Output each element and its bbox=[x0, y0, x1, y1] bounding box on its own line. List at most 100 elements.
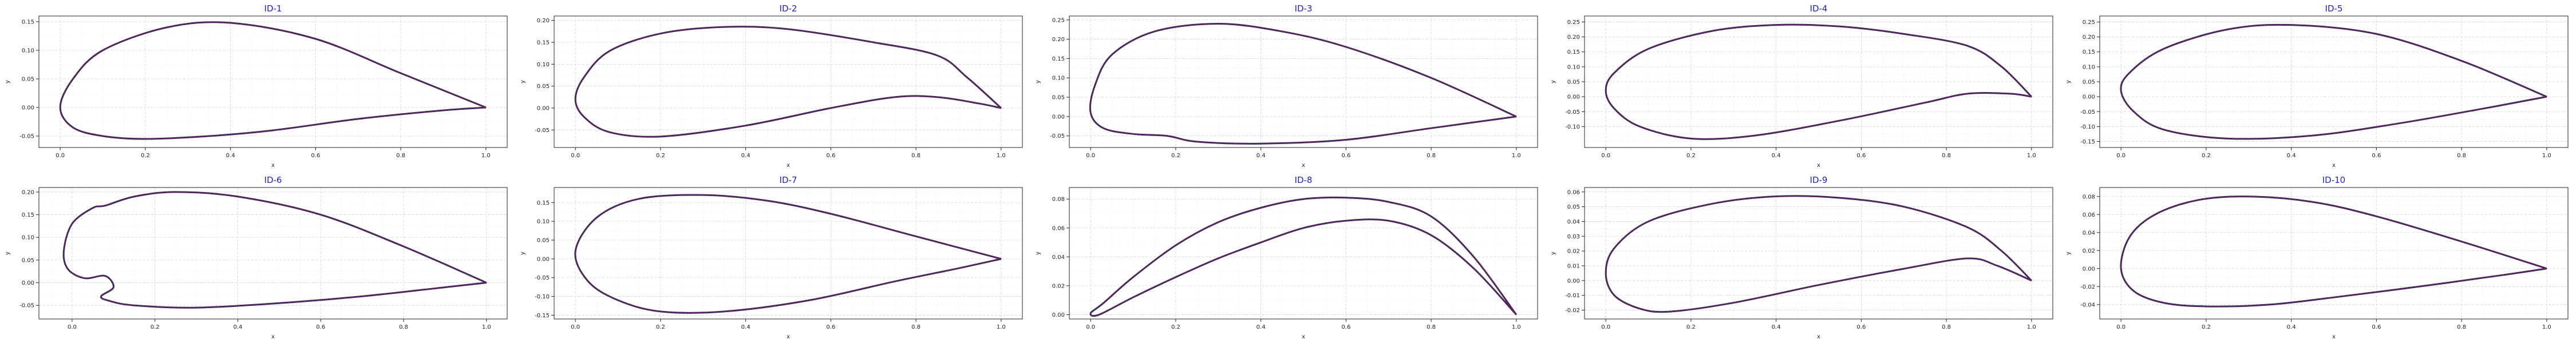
chart-title: ID-2 bbox=[780, 3, 797, 14]
x-tick-label: 0.4 bbox=[226, 153, 235, 159]
y-tick-label: 0.00 bbox=[2083, 94, 2095, 101]
y-tick-label: 0.10 bbox=[22, 235, 34, 241]
y-tick-label: -0.04 bbox=[2080, 302, 2095, 308]
chart-title: ID-5 bbox=[2325, 3, 2343, 14]
series-points bbox=[2120, 196, 2547, 307]
plot-frame bbox=[554, 15, 1023, 148]
x-tick-label: 0.8 bbox=[399, 324, 408, 330]
plot-frame bbox=[1584, 15, 2053, 148]
x-tick-label: 0.6 bbox=[1856, 324, 1866, 330]
chart-title: ID-10 bbox=[2322, 175, 2345, 185]
x-tick-label: 0.8 bbox=[1942, 153, 1951, 159]
y-tick-label: 0.25 bbox=[1052, 17, 1065, 23]
x-tick-label: 1.0 bbox=[2542, 324, 2551, 330]
y-tick-label: 0.05 bbox=[1567, 79, 1580, 86]
y-tick-label: 0.02 bbox=[1052, 283, 1065, 289]
x-tick-label: 0.4 bbox=[234, 324, 243, 330]
y-tick-label: 0.08 bbox=[2083, 194, 2095, 200]
x-tick-label: 0.0 bbox=[1086, 324, 1095, 330]
y-tick-label: -0.10 bbox=[535, 294, 550, 300]
x-tick-label: 0.4 bbox=[1257, 324, 1266, 330]
y-tick-label: 0.20 bbox=[537, 18, 550, 24]
x-tick-label: 0.2 bbox=[656, 153, 665, 159]
y-tick-label: -0.02 bbox=[1565, 308, 1580, 314]
plot-frame bbox=[1069, 15, 1538, 148]
y-tick-label: 0.25 bbox=[2083, 19, 2095, 26]
x-tick-label: 1.0 bbox=[997, 153, 1006, 159]
y-axis-label: y bbox=[1550, 252, 1556, 255]
y-tick-label: 0.10 bbox=[537, 62, 550, 68]
y-tick-label: 0.10 bbox=[2083, 64, 2095, 70]
chart-title: ID-1 bbox=[264, 3, 282, 14]
x-tick-label: 0.8 bbox=[2457, 153, 2466, 159]
y-tick-label: 0.00 bbox=[22, 280, 34, 286]
x-axis-label: x bbox=[1817, 334, 1820, 340]
x-axis-label: x bbox=[1302, 334, 1305, 340]
x-tick-label: 0.2 bbox=[1171, 153, 1180, 159]
x-tick-label: 0.8 bbox=[1427, 324, 1436, 330]
y-tick-label: 0.00 bbox=[537, 256, 550, 262]
x-tick-label: 1.0 bbox=[2027, 324, 2036, 330]
series-points bbox=[1605, 195, 2032, 313]
y-tick-label: 0.06 bbox=[1567, 189, 1580, 196]
y-tick-label: -0.15 bbox=[535, 313, 550, 319]
subplot-5: 0.0 0.2 0.4 0.6 0.8 1.0 -0.15 -0.10 -0.05 0.00 0.0… bbox=[2065, 3, 2569, 169]
chart-title: ID-3 bbox=[1295, 3, 1313, 14]
x-tick-label: 0.8 bbox=[911, 153, 920, 159]
chart-title: ID-4 bbox=[1810, 3, 1828, 14]
y-tick-label: -0.05 bbox=[1050, 133, 1065, 139]
y-tick-label: -0.05 bbox=[19, 134, 34, 140]
plot-frame bbox=[2099, 15, 2569, 148]
x-tick-label: 0.4 bbox=[741, 324, 750, 330]
x-tick-label: 0.4 bbox=[2287, 324, 2296, 330]
x-axis-label: x bbox=[1302, 162, 1305, 169]
y-tick-label: 0.00 bbox=[22, 105, 34, 111]
x-tick-label: 0.2 bbox=[141, 153, 150, 159]
plot-frame bbox=[1069, 187, 1538, 320]
x-tick-label: 1.0 bbox=[997, 324, 1006, 330]
x-tick-label: 0.0 bbox=[1601, 324, 1610, 330]
x-tick-label: 0.2 bbox=[656, 324, 665, 330]
y-tick-label: 0.04 bbox=[1052, 254, 1065, 261]
x-tick-label: 0.8 bbox=[396, 153, 405, 159]
y-tick-label: 0.02 bbox=[2083, 248, 2095, 254]
y-tick-label: 0.05 bbox=[537, 238, 550, 244]
x-tick-label: 0.6 bbox=[311, 153, 320, 159]
y-axis-label: y bbox=[520, 80, 526, 83]
x-axis-label: x bbox=[787, 334, 790, 340]
subplot-9: 0.0 0.2 0.4 0.6 0.8 1.0 -0.02 -0.01 0.00 0.01 0.02… bbox=[1550, 175, 2053, 340]
y-axis-label: y bbox=[520, 252, 526, 255]
x-axis-label: x bbox=[271, 334, 275, 340]
y-tick-label: 0.25 bbox=[1567, 19, 1580, 26]
y-tick-label: 0.06 bbox=[2083, 212, 2095, 218]
y-tick-label: -0.05 bbox=[19, 303, 34, 309]
y-tick-label: 0.10 bbox=[537, 219, 550, 225]
y-tick-label: 0.20 bbox=[1052, 37, 1065, 43]
y-tick-label: 0.05 bbox=[1052, 95, 1065, 101]
y-tick-label: 0.03 bbox=[1567, 234, 1580, 240]
y-tick-label: -0.10 bbox=[2080, 124, 2095, 130]
x-tick-label: 0.2 bbox=[1686, 153, 1696, 159]
y-tick-label: 0.20 bbox=[2083, 34, 2095, 41]
x-tick-label: 0.4 bbox=[2287, 153, 2296, 159]
x-axis-label: x bbox=[271, 162, 275, 169]
y-tick-label: 0.15 bbox=[22, 212, 34, 218]
y-tick-label: 0.00 bbox=[1567, 278, 1580, 284]
x-tick-label: 0.6 bbox=[2372, 153, 2381, 159]
x-tick-label: 1.0 bbox=[482, 324, 491, 330]
y-tick-label: 0.00 bbox=[1052, 114, 1065, 120]
y-tick-label: -0.02 bbox=[2080, 284, 2095, 290]
chart-title: ID-8 bbox=[1295, 175, 1313, 185]
chart-title: ID-9 bbox=[1810, 175, 1828, 185]
subplot-7: 0.0 0.2 0.4 0.6 0.8 1.0 -0.15 -0.10 -0.05 0.00 0.0… bbox=[520, 175, 1023, 340]
y-tick-label: 0.10 bbox=[1052, 75, 1065, 82]
y-tick-label: 0.06 bbox=[1052, 225, 1065, 232]
x-tick-label: 1.0 bbox=[481, 153, 491, 159]
subplot-6: 0.0 0.2 0.4 0.6 0.8 1.0 -0.05 0.00 0.05 0.10 0.15 0… bbox=[5, 175, 508, 340]
y-tick-label: 0.15 bbox=[1052, 56, 1065, 62]
y-tick-label: 0.01 bbox=[1567, 263, 1580, 269]
y-tick-label: 0.05 bbox=[22, 257, 34, 264]
y-tick-label: 0.20 bbox=[22, 189, 34, 196]
y-tick-label: 0.15 bbox=[1567, 49, 1580, 55]
